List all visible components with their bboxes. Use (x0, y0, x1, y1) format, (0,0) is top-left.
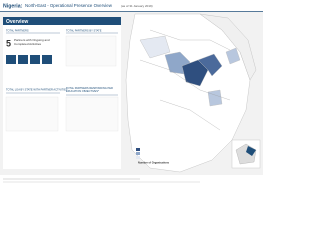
header-bg (0, 0, 263, 11)
objectives-box: TOTAL PARTNERS RESPONDING PER EDUCATION … (66, 87, 113, 94)
chart-area (65, 96, 119, 132)
overview-heading-bg (3, 17, 121, 25)
chart-area (5, 96, 59, 132)
total-partners-caption: Partners with Ongoing and Completed Acti… (14, 38, 50, 46)
page: Nigeria: North-East - Operational Presen… (0, 0, 263, 186)
objectives-label: TOTAL PARTNERS RESPONDING PER EDUCATION … (66, 87, 113, 94)
total-partners-label: TOTAL PARTNERS (6, 29, 29, 33)
header-title: North-East - Operational Presence Overvi… (25, 3, 113, 8)
overview-heading: Overview (6, 19, 28, 25)
map-regions (125, 13, 257, 173)
header-date: (as of 31 January 2019) (121, 4, 153, 8)
legend: Number of Organisations (136, 148, 170, 165)
inset-region (246, 146, 256, 156)
caption-box: Partners with Ongoing and Completed Acti… (14, 38, 50, 46)
total-partners-value: 5 (6, 38, 11, 48)
footer (0, 176, 263, 186)
map-boundaries (139, 29, 231, 131)
header-country: Nigeria: (3, 3, 23, 9)
chart-area (65, 35, 117, 67)
lga-label: TOTAL LGA BY STATE WITH PARTNER ACTIVITI… (6, 88, 68, 92)
legend-title: Number of Organisations (138, 161, 170, 165)
activity-boxes (6, 55, 52, 64)
by-state-label: TOTAL PARTNERS BY STATE (66, 29, 102, 33)
